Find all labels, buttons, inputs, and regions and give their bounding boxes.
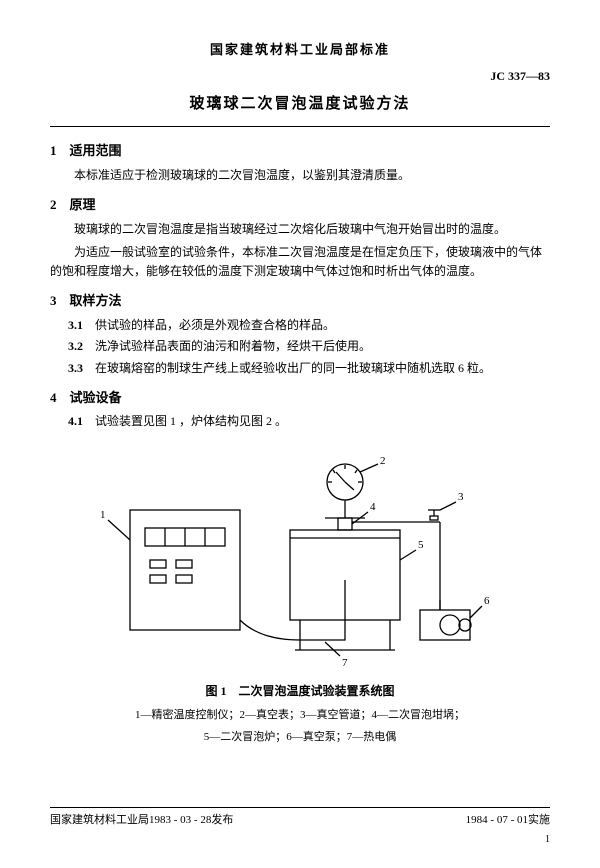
fig-label-1: 1 [100,509,106,521]
fig-label-3: 3 [458,491,464,503]
doc-title: 玻璃球二次冒泡温度试验方法 [50,92,550,116]
page-footer: 国家建筑材料工业局1983 - 03 - 28发布 1984 - 07 - 01… [50,807,550,848]
fig-label-5: 5 [418,539,424,551]
figure-1-legend-line1: 1—精密温度控制仪；2—真空表；3—真空管道；4—二次冒泡坩埚； [50,707,550,724]
section-4-head: 4 试验设备 [50,388,550,409]
section-1-head: 1 适用范围 [50,141,550,162]
section-3-item2: 3.2 洗净试验样品表面的油污和附着物，经烘干后使用。 [68,337,550,356]
section-2: 2 原理 玻璃球的二次冒泡温度是指当玻璃经过二次熔化后玻璃中气泡开始冒出时的温度… [50,195,550,281]
issuing-org: 国家建筑材料工业局部标准 [50,40,550,61]
section-3-item3: 3.3 在玻璃熔窑的制球生产线上或经验收出厂的同一批玻璃球中随机选取 6 粒。 [68,359,550,378]
fig-label-6: 6 [484,595,490,607]
section-4: 4 试验设备 4.1 试验装置见图 1 ，炉体结构见图 2 。 [50,388,550,432]
item-text: 试验装置见图 1 ，炉体结构见图 2 。 [95,414,287,428]
fig-label-2: 2 [380,455,386,467]
section-2-p2: 为适应一般试验室的试验条件，本标准二次冒泡温度是在恒定负压下，使玻璃液中的气体的… [50,243,550,281]
footer-rule [50,807,550,808]
section-4-item1: 4.1 试验装置见图 1 ，炉体结构见图 2 。 [68,412,550,431]
fig-label-7: 7 [342,657,348,669]
figure-1-legend-line2: 5—二次冒泡炉；6—真空泵；7—热电偶 [50,729,550,746]
figure-1-caption: 图 1 二次冒泡温度试验装置系统图 [50,682,550,701]
item-text: 洗净试验样品表面的油污和附着物，经烘干后使用。 [95,339,371,353]
item-num: 3.1 [68,318,83,332]
figure-1-diagram: 1 2 3 4 5 6 7 [100,450,500,670]
item-text: 在玻璃熔窑的制球生产线上或经验收出厂的同一批玻璃球中随机选取 6 粒。 [95,361,491,375]
section-1-p1: 本标准适应于检测玻璃球的二次冒泡温度，以鉴别其澄清质量。 [50,166,550,185]
section-3-item1: 3.1 供试验的样品，必须是外观检查合格的样品。 [68,316,550,335]
item-num: 4.1 [68,414,83,428]
section-2-p1: 玻璃球的二次冒泡温度是指当玻璃经过二次熔化后玻璃中气泡开始冒出时的温度。 [50,220,550,239]
standard-code: JC 337—83 [50,67,550,86]
divider-top [50,126,550,127]
item-num: 3.3 [68,361,83,375]
item-num: 3.2 [68,339,83,353]
fig-label-4: 4 [370,501,376,513]
item-text: 供试验的样品，必须是外观检查合格的样品。 [95,318,335,332]
page-number: 1 [50,832,550,848]
section-3-head: 3 取样方法 [50,291,550,312]
footer-effective: 1984 - 07 - 01实施 [466,812,550,830]
section-3: 3 取样方法 3.1 供试验的样品，必须是外观检查合格的样品。 3.2 洗净试验… [50,291,550,377]
section-2-head: 2 原理 [50,195,550,216]
section-1: 1 适用范围 本标准适应于检测玻璃球的二次冒泡温度，以鉴别其澄清质量。 [50,141,550,185]
footer-publish: 国家建筑材料工业局1983 - 03 - 28发布 [50,812,233,830]
